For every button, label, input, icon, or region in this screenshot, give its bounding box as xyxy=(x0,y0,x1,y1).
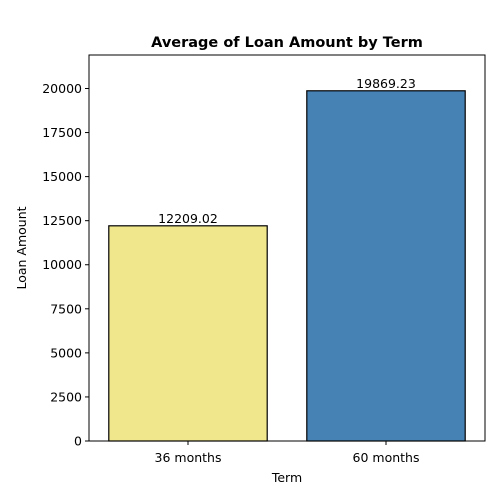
y-tick-label: 7500 xyxy=(50,301,82,316)
y-tick-label: 17500 xyxy=(42,125,82,140)
y-tick-label: 5000 xyxy=(50,345,82,360)
y-tick-label: 15000 xyxy=(42,169,82,184)
x-tick-label: 36 months xyxy=(155,450,222,465)
x-tick-label: 60 months xyxy=(353,450,420,465)
bar-60-months xyxy=(306,90,466,442)
y-tick-label: 10000 xyxy=(42,257,82,272)
y-axis: 0 2500 5000 7500 10000 12500 15000 17500 20000 xyxy=(42,81,89,449)
bars: 12209.02 19869.23 xyxy=(108,76,466,442)
y-tick-label: 2500 xyxy=(50,389,82,404)
plot-frame xyxy=(88,54,486,442)
chart-title: Average of Loan Amount by Term xyxy=(151,35,423,51)
bar-value-label: 12209.02 xyxy=(158,211,218,226)
bar-36-months xyxy=(108,225,268,442)
x-axis-label: Term xyxy=(271,470,302,485)
y-tick-label: 20000 xyxy=(42,81,82,96)
y-tick-label: 0 xyxy=(74,434,82,449)
bar-value-label: 19869.23 xyxy=(356,76,416,91)
y-tick-label: 12500 xyxy=(42,213,82,228)
y-axis-label: Loan Amount xyxy=(14,206,29,289)
x-axis: 36 months 60 months xyxy=(155,441,420,465)
